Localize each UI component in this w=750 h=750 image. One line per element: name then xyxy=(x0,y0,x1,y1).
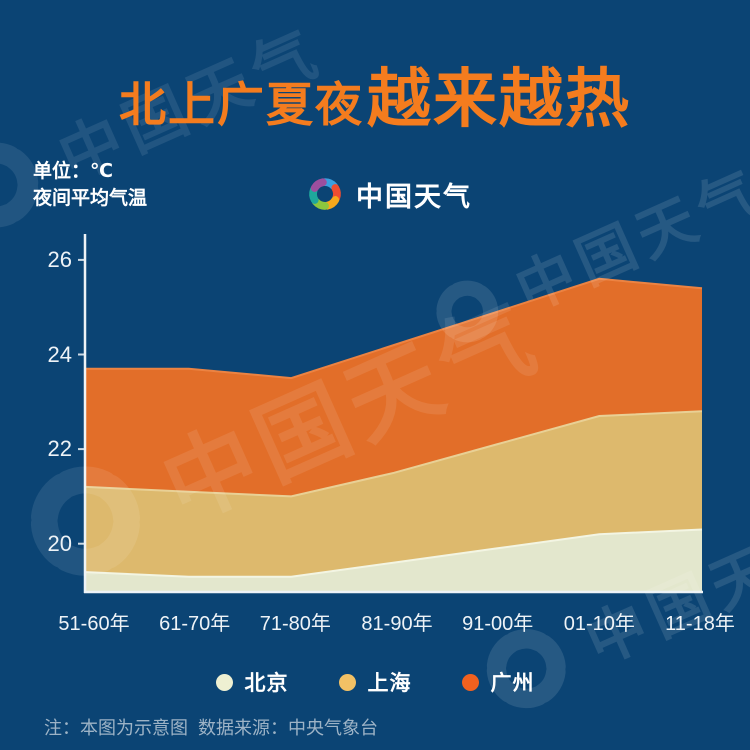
brand-logo: 中国天气 xyxy=(303,172,472,216)
legend-item-广州: 广州 xyxy=(461,667,535,697)
unit-block: 单位：℃ 夜间平均气温 xyxy=(33,158,147,212)
pinwheel-icon xyxy=(303,172,347,216)
legend-label: 广州 xyxy=(490,672,535,695)
legend-label: 上海 xyxy=(367,672,412,695)
page-title-small: 北上广夏夜 xyxy=(119,78,364,131)
y-axis-label: 24 xyxy=(47,341,72,367)
brand-name: 中国天气 xyxy=(356,181,472,212)
area-edge-上海 xyxy=(85,410,703,498)
area-edge-广州 xyxy=(86,277,703,380)
page-title-big: 越来越热 xyxy=(367,63,631,135)
x-axis-label: 51-60年 xyxy=(58,613,130,635)
legend-dot xyxy=(461,673,479,691)
y-axis-label: 20 xyxy=(47,530,72,556)
legend-item-上海: 上海 xyxy=(338,667,412,697)
x-axis-label: 81-90年 xyxy=(361,613,433,635)
page-title: 北上广夏夜 越来越热 xyxy=(0,48,750,140)
area-edge-北京 xyxy=(85,528,703,578)
x-axis-label: 61-70年 xyxy=(159,613,231,635)
x-axis-label: 11-18年 xyxy=(665,613,735,635)
legend-item-北京: 北京 xyxy=(215,667,289,697)
legend-dot xyxy=(215,673,233,691)
measure-label: 夜间平均气温 xyxy=(33,188,148,209)
x-axis-label: 91-00年 xyxy=(462,613,534,635)
legend-dot xyxy=(338,673,356,691)
x-axis-label: 71-80年 xyxy=(259,613,331,635)
x-axis-label: 01-10年 xyxy=(563,613,635,635)
area-北京 xyxy=(86,529,702,591)
footer-note: 注：本图为示意图 数据来源：中央气象台 xyxy=(44,718,379,738)
y-axis-label: 22 xyxy=(47,436,72,462)
legend: 北京 上海 广州 xyxy=(0,667,750,697)
unit-label: 单位：℃ xyxy=(33,161,114,182)
y-axis-label: 26 xyxy=(47,246,72,272)
legend-label: 北京 xyxy=(244,672,289,695)
